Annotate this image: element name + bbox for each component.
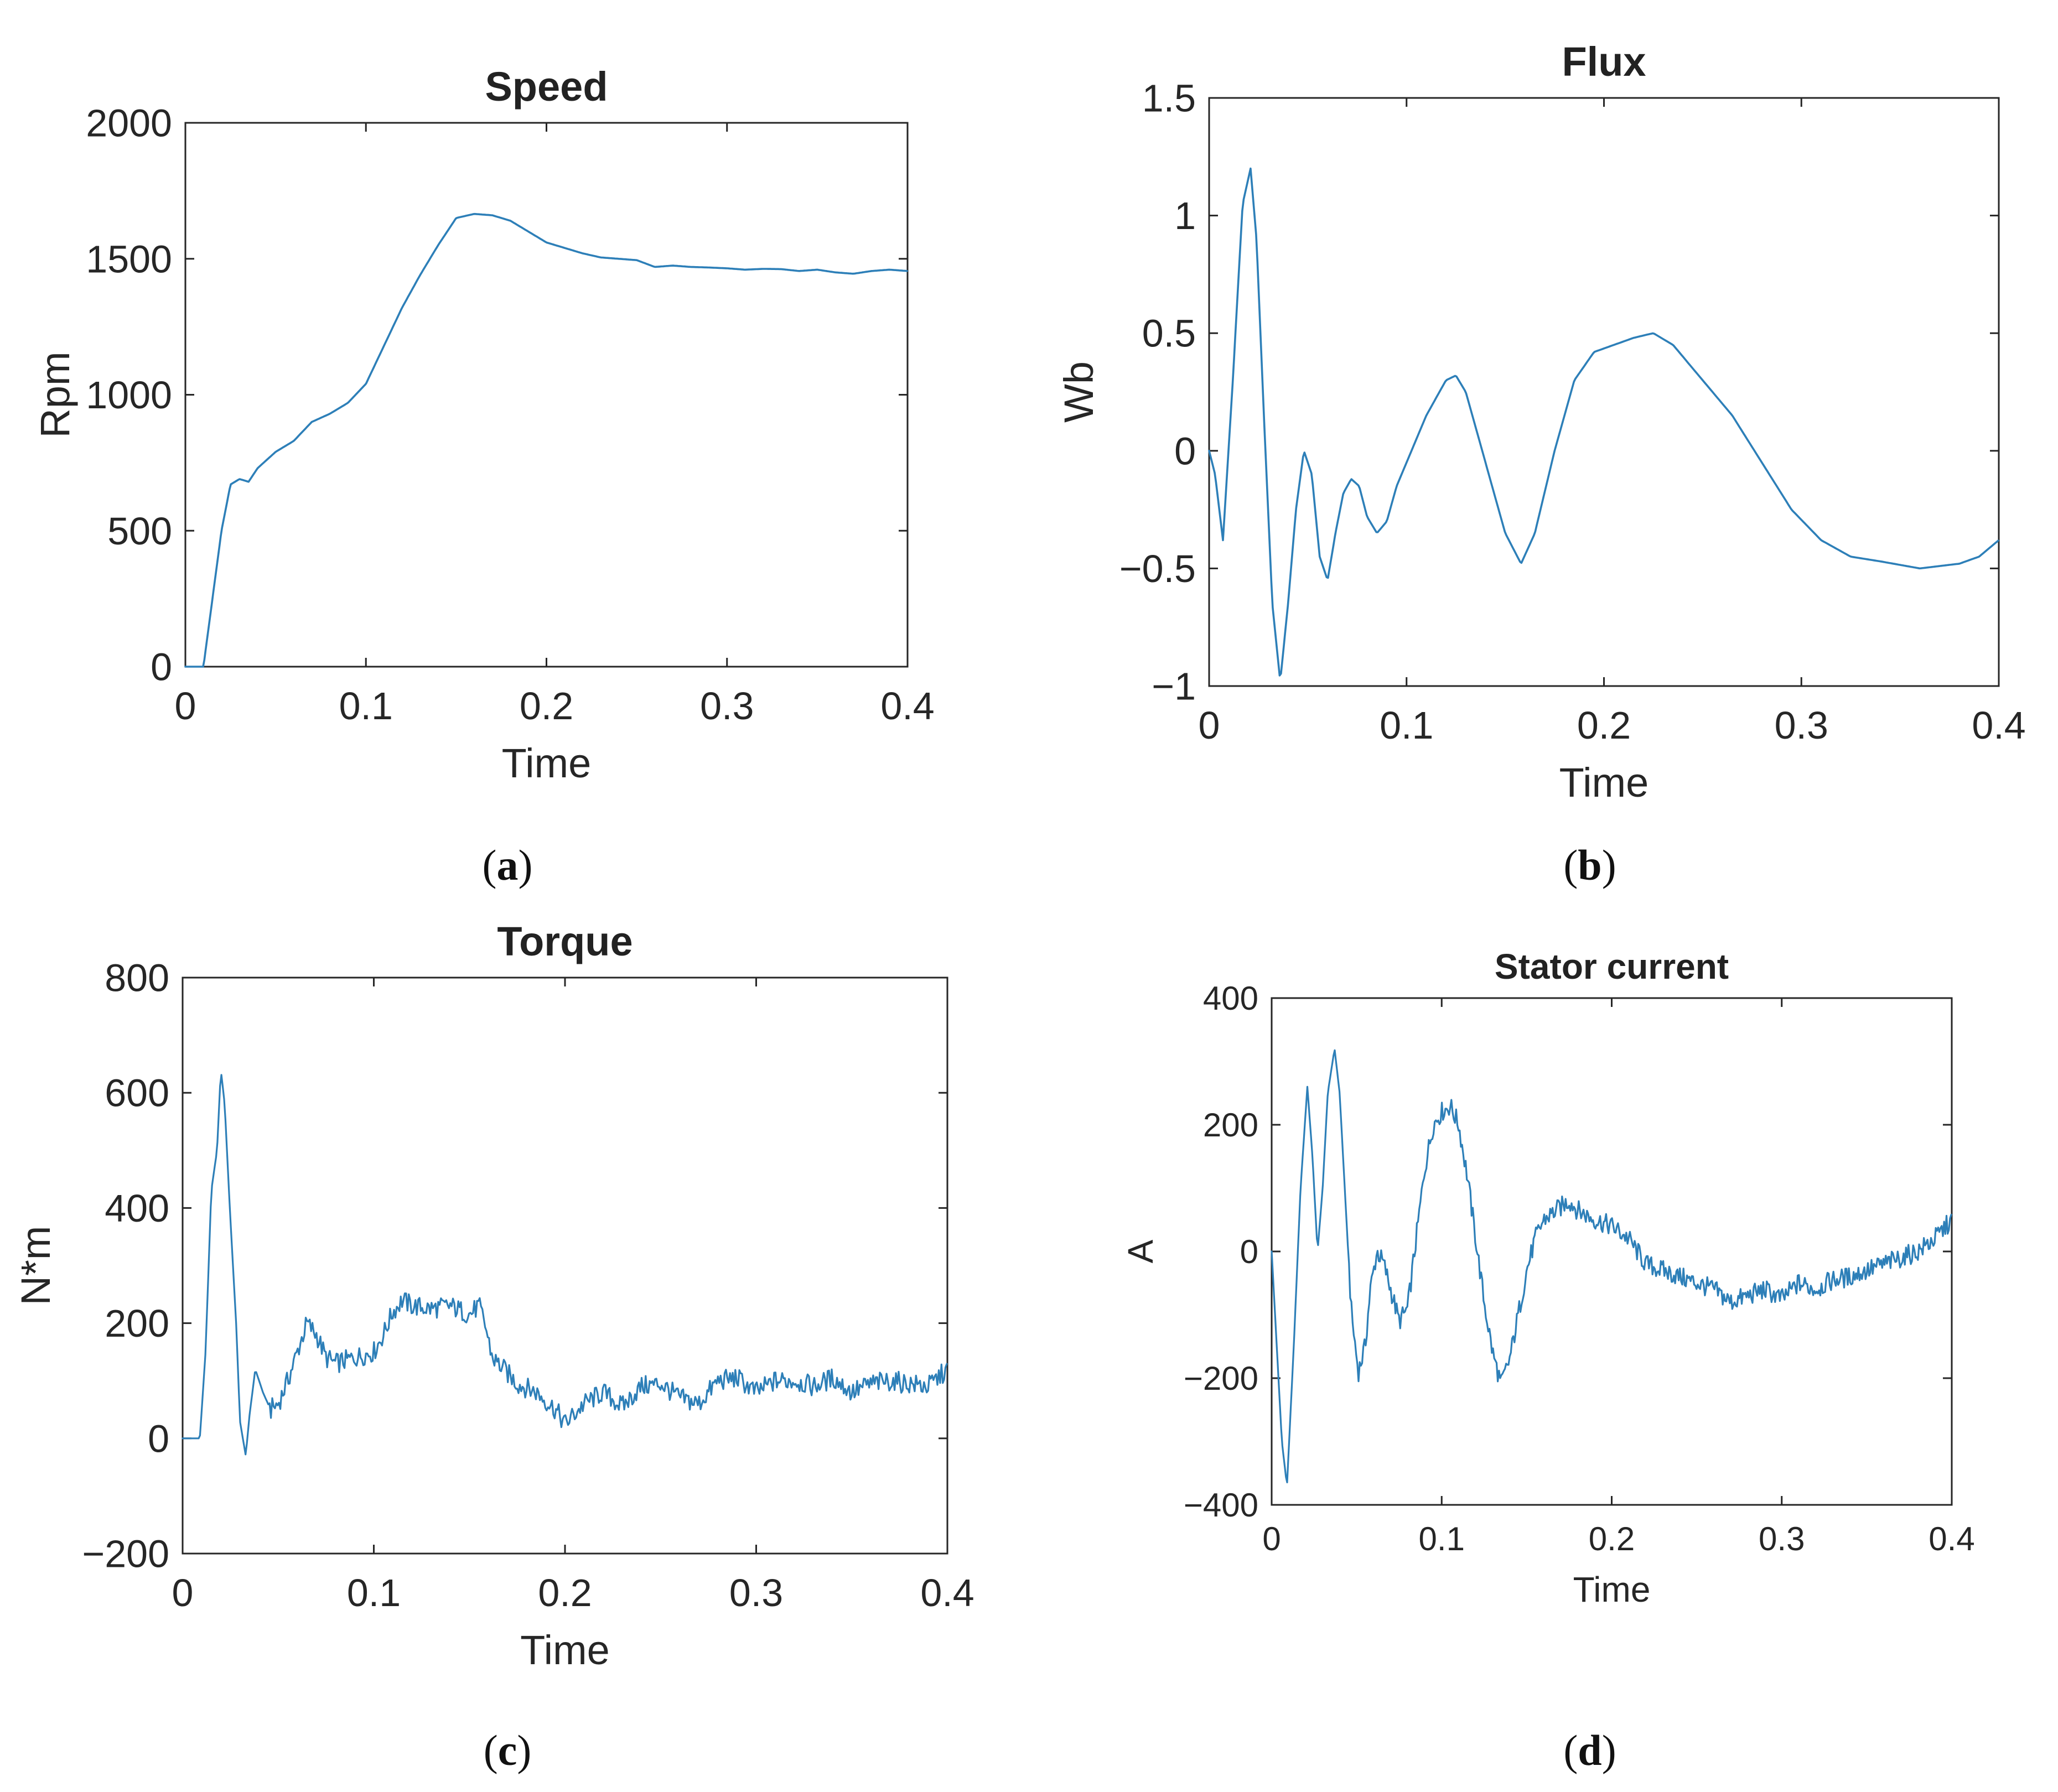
- x-axis-label: Time: [1573, 1570, 1651, 1609]
- y-tick-label: 1500: [86, 237, 172, 281]
- x-tick-label: 0: [172, 1571, 194, 1614]
- chart-panel-a: Speed 0 0.1 0.2 0.3 0.4 0 500 1000 1500 2000 Time Rp…: [32, 64, 935, 889]
- x-tick-label: 0.4: [1929, 1520, 1974, 1557]
- panel-label: (c): [484, 1726, 532, 1774]
- y-axis-label: N*m: [13, 1226, 59, 1306]
- y-tick-label: 1000: [86, 373, 172, 417]
- series-line-d: [1271, 1049, 1952, 1483]
- x-tick-label: 0.3: [1775, 704, 1828, 747]
- x-tick-label: 0.2: [1577, 704, 1631, 747]
- x-tick-label: 0.1: [1419, 1520, 1465, 1557]
- x-axis-label: Time: [1559, 760, 1649, 806]
- panel-label-open: (: [484, 1726, 498, 1774]
- y-tick-label: 0: [151, 646, 172, 689]
- x-tick-label: 0.1: [347, 1571, 401, 1614]
- y-tick-label: −0.5: [1119, 547, 1196, 590]
- panel-label-close: ): [1602, 1726, 1616, 1774]
- y-tick-label: 0.5: [1142, 312, 1196, 355]
- panel-label: (a): [483, 841, 533, 889]
- x-tick-label: 0.1: [339, 684, 393, 728]
- y-tick-label: −200: [82, 1533, 169, 1576]
- x-tick-label: 0.4: [920, 1571, 974, 1614]
- y-tick-label: −200: [1184, 1360, 1258, 1397]
- panel-label-close: ): [517, 1726, 531, 1774]
- y-tick-label: 200: [1203, 1107, 1258, 1144]
- panel-label-letter: a: [497, 841, 519, 889]
- x-tick-label: 0.1: [1380, 704, 1433, 747]
- x-tick-label: 0.3: [729, 1571, 783, 1614]
- x-tick-label: 0.4: [1972, 704, 2025, 747]
- panel-label-letter: c: [498, 1726, 517, 1774]
- x-tick-label: 0.2: [1589, 1520, 1635, 1557]
- y-axis-label: Rpm: [32, 351, 78, 438]
- panel-label-open: (: [1563, 1726, 1578, 1774]
- y-tick-label: 0: [1174, 429, 1196, 472]
- y-tick-label: −1: [1152, 665, 1196, 708]
- y-tick-label: 500: [107, 510, 172, 553]
- x-tick-label: 0.3: [700, 684, 754, 728]
- x-tick-label: 0: [175, 684, 196, 728]
- x-tick-label: 0.4: [880, 684, 934, 728]
- panel-label-letter: b: [1578, 841, 1601, 889]
- panel-label-close: ): [519, 841, 533, 889]
- x-tick-label: 0: [1262, 1520, 1281, 1557]
- chart-title: Flux: [1562, 39, 1646, 85]
- panel-label-close: ): [1602, 841, 1616, 889]
- panel-label: (d): [1563, 1726, 1616, 1774]
- series-line-c: [182, 1074, 948, 1456]
- series-line-b: [1208, 167, 1999, 677]
- chart-title: Stator current: [1495, 947, 1729, 986]
- y-tick-label: 2000: [86, 102, 172, 145]
- y-tick-label: 0: [1240, 1233, 1258, 1270]
- series-line-a: [184, 212, 908, 668]
- x-axis-label: Time: [520, 1627, 610, 1673]
- y-tick-label: 1: [1174, 194, 1196, 237]
- y-tick-label: −400: [1184, 1487, 1258, 1524]
- x-tick-label: 0.2: [538, 1571, 592, 1614]
- y-axis-label: Wb: [1056, 361, 1102, 423]
- panel-label-open: (: [1563, 841, 1578, 889]
- y-tick-label: 200: [105, 1302, 169, 1345]
- y-tick-label: 800: [105, 957, 169, 1000]
- y-tick-label: 600: [105, 1072, 169, 1115]
- x-tick-label: 0.3: [1759, 1520, 1805, 1557]
- chart-panel-b: Flux 0 0.1 0.2 0.3 0.4 −1 −0.5 0 0.5 1 1.5 Time Wb (b): [1056, 39, 2026, 889]
- y-tick-label: 1.5: [1142, 77, 1196, 120]
- panel-label-open: (: [483, 841, 497, 889]
- x-tick-label: 0: [1199, 704, 1220, 747]
- y-tick-label: 0: [148, 1417, 169, 1460]
- y-tick-label: 400: [1203, 980, 1258, 1017]
- y-axis-label: A: [1121, 1239, 1160, 1263]
- panel-label-letter: d: [1578, 1726, 1601, 1774]
- chart-title: Torque: [497, 918, 633, 964]
- chart-title: Speed: [485, 64, 608, 110]
- x-tick-label: 0.2: [520, 684, 573, 728]
- panel-label: (b): [1563, 841, 1616, 889]
- chart-panel-d: Stator current 0 0.1 0.2 0.3 0.4 −400 −200 0 200 4…: [1121, 947, 1975, 1774]
- x-axis-label: Time: [502, 740, 592, 786]
- y-tick-label: 400: [105, 1187, 169, 1230]
